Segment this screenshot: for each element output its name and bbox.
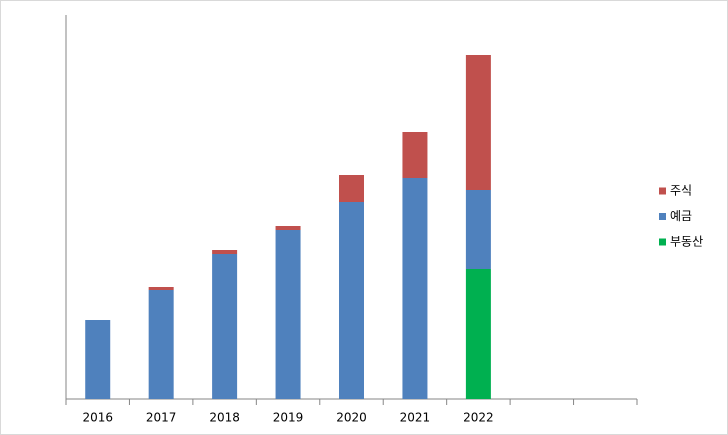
x-tick-label: 2019 xyxy=(273,411,304,425)
legend-label: 부동산 xyxy=(670,235,703,249)
x-tick-label: 2018 xyxy=(209,411,240,425)
x-tick-label: 2021 xyxy=(400,411,431,425)
x-tick-label: 2022 xyxy=(463,411,494,425)
bar-segment xyxy=(402,178,428,399)
bar-segment xyxy=(148,287,174,290)
legend-label: 예금 xyxy=(670,209,692,223)
x-tick-label: 2017 xyxy=(146,411,177,425)
legend-swatch xyxy=(659,213,666,220)
bar-segment xyxy=(275,230,301,399)
bar-segment xyxy=(275,226,301,230)
legend-swatch xyxy=(659,238,666,246)
bar-segment xyxy=(465,55,491,190)
bar-segment xyxy=(85,320,111,399)
bar-segment xyxy=(212,254,238,399)
bar-segment xyxy=(339,202,364,399)
legend-swatch xyxy=(659,187,666,195)
bar-segment xyxy=(212,250,238,254)
legend-label: 주식 xyxy=(670,184,692,198)
bar-segment xyxy=(402,132,428,178)
x-tick-label: 2020 xyxy=(336,411,367,425)
bar-segment xyxy=(465,190,491,269)
bar-segment xyxy=(339,175,364,202)
bar-segment xyxy=(148,290,174,399)
bar-segment xyxy=(465,269,491,399)
x-tick-label: 2016 xyxy=(82,411,113,425)
